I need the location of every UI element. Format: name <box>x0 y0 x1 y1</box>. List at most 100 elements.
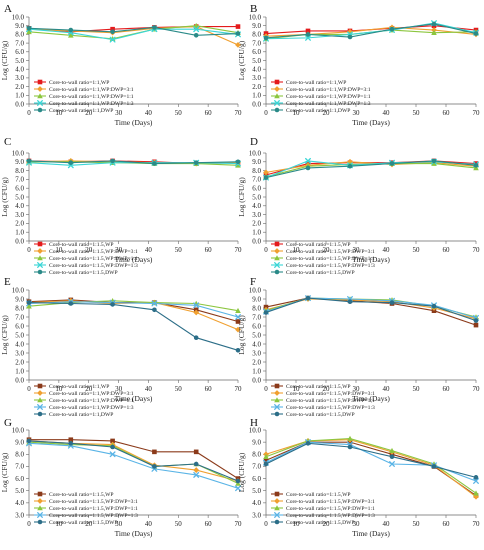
x-tick-label: 30 <box>115 109 123 117</box>
x-tick-label: 60 <box>205 109 213 117</box>
legend-entry: Core-to-wall ratio=1:1.5,WP:DWP=3:1 <box>49 249 138 255</box>
data-point <box>152 464 157 469</box>
data-point <box>235 348 241 353</box>
series-4 <box>263 439 479 484</box>
legend-entry: Core-to-wall ratio=1:1.5,WP:DWP=1:1 <box>49 256 138 262</box>
x-tick-label: 40 <box>145 109 153 117</box>
data-point <box>110 26 115 32</box>
panel-label-c: C <box>4 136 11 148</box>
data-point <box>235 31 241 36</box>
series-5 <box>26 25 241 38</box>
x-tick-label: 50 <box>175 246 183 254</box>
data-point <box>26 158 32 164</box>
data-point <box>305 32 311 37</box>
y-tick-label: 10.0 <box>249 286 262 294</box>
legend-entry: Core-to-wall ratio=1:1,WP:DWP=3:1 <box>286 87 371 93</box>
x-axis-title: Time (Days) <box>115 118 153 127</box>
y-tick-label: 4.0 <box>15 202 24 210</box>
y-tick-label: 9.0 <box>15 295 24 303</box>
y-axis-title: Log (CFU/g) <box>0 177 9 217</box>
legend-swatch-marker <box>274 107 280 113</box>
series-line <box>28 301 239 318</box>
data-point <box>235 159 241 165</box>
data-point <box>193 160 199 165</box>
x-tick-label: 70 <box>235 520 243 528</box>
x-tick-label: 20 <box>323 520 331 528</box>
legend-entry: Core-to-wall ratio=1:1.5,WP:DWP=3:1 <box>286 499 375 505</box>
y-tick-label: 0.0 <box>252 100 261 108</box>
legend-entry: Core-to-wall ratio=1:1.5,WP:DWP=1:1 <box>286 398 375 404</box>
legend: Core-to-wall ratio=1:1.5,WPCore-to-wall … <box>271 491 375 526</box>
x-tick-label: 10 <box>55 520 63 528</box>
data-point <box>193 32 199 38</box>
y-tick-label: 10.0 <box>249 149 262 157</box>
data-point <box>389 300 395 305</box>
data-point <box>193 22 199 28</box>
series-5 <box>26 158 241 166</box>
series-1 <box>263 158 479 178</box>
data-point <box>431 464 437 469</box>
y-tick-label: 9.0 <box>252 158 261 166</box>
data-point <box>305 165 311 171</box>
data-point <box>152 161 157 166</box>
data-point <box>68 27 74 33</box>
y-tick-label: 10.0 <box>249 13 262 21</box>
y-axis-title: Log (CFU/g) <box>0 315 9 355</box>
legend: Core-to-wall ratio=1:1.5,WPCore-to-wall … <box>271 383 375 418</box>
legend-entry: Core-to-wall ratio=1:1.5,DWP <box>286 520 355 526</box>
legend-entry: Core-to-wall ratio=1:1.5,WP:DWP=1:1 <box>286 256 375 262</box>
panel-label-g: G <box>4 417 12 429</box>
y-tick-label: 7.0 <box>252 313 261 321</box>
data-point <box>473 490 479 496</box>
data-point <box>26 438 32 444</box>
y-tick-label: 10.0 <box>249 426 262 434</box>
data-point <box>347 435 353 441</box>
legend-swatch-marker <box>274 248 280 254</box>
x-tick-label: 30 <box>353 246 361 254</box>
data-point <box>68 160 74 165</box>
data-point <box>193 471 200 478</box>
data-point <box>151 300 158 307</box>
data-point <box>193 461 199 467</box>
legend-entry: Core-to-wall ratio=1:1,WP <box>49 80 109 86</box>
data-point <box>263 169 269 176</box>
data-point <box>305 28 311 34</box>
y-tick-label: 5.0 <box>15 487 24 495</box>
legend-entry: Core-to-wall ratio=1:1,WP:DWP=1:3 <box>286 101 371 107</box>
data-point <box>389 454 395 460</box>
x-tick-label: 60 <box>205 520 213 528</box>
legend-entry: Core-to-wall ratio=1:1,WP:DWP=1:1 <box>49 398 134 404</box>
data-point <box>263 461 269 467</box>
series-line <box>265 160 477 179</box>
x-tick-label: 0 <box>27 520 31 528</box>
data-point <box>193 449 199 455</box>
data-point <box>431 303 437 309</box>
y-tick-label: 6.0 <box>252 48 261 56</box>
y-tick-label: 3.0 <box>252 511 261 519</box>
y-tick-label: 6.0 <box>15 185 24 193</box>
x-tick-label: 60 <box>443 520 451 528</box>
legend-swatch-marker <box>37 404 43 410</box>
x-tick-label: 20 <box>85 109 93 117</box>
series-line <box>265 161 477 173</box>
data-point <box>473 318 479 323</box>
chart-panel-b: B 0.01.02.03.04.05.06.07.08.09.010.0 0 10 20… <box>237 3 480 127</box>
x-tick-label: 10 <box>55 109 63 117</box>
y-tick-label: 3.0 <box>15 349 24 357</box>
y-tick-label: 0.0 <box>252 237 261 245</box>
legend-swatch-marker <box>37 86 43 92</box>
legend-swatch-marker <box>37 519 43 525</box>
legend-swatch-marker <box>37 498 43 504</box>
x-tick-label: 60 <box>205 246 213 254</box>
y-tick-label: 1.0 <box>15 229 24 237</box>
data-point <box>347 299 353 305</box>
data-point <box>152 449 157 455</box>
y-tick-label: 4.0 <box>15 499 24 507</box>
x-axis-title: Time (Days) <box>115 529 153 538</box>
y-tick-label: 6.0 <box>252 185 261 193</box>
data-point <box>431 160 437 166</box>
legend-swatch-marker <box>274 79 280 85</box>
y-tick-label: 7.0 <box>15 176 24 184</box>
chart-panel-e: E 0.01.02.03.04.05.06.07.08.09.010.0 0 10 20… <box>0 276 242 418</box>
